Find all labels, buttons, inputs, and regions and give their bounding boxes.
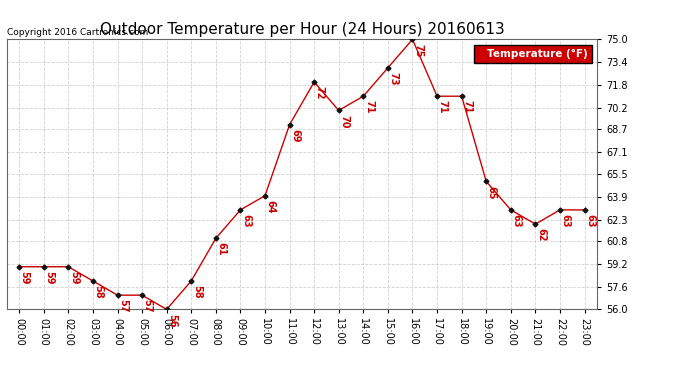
Text: 61: 61 bbox=[217, 243, 226, 256]
Title: Outdoor Temperature per Hour (24 Hours) 20160613: Outdoor Temperature per Hour (24 Hours) … bbox=[99, 22, 504, 37]
Text: 71: 71 bbox=[462, 100, 472, 114]
Text: 63: 63 bbox=[560, 214, 571, 228]
Text: 58: 58 bbox=[93, 285, 104, 299]
Legend: Temperature (°F): Temperature (°F) bbox=[474, 45, 591, 63]
Text: 57: 57 bbox=[143, 299, 152, 313]
Text: 75: 75 bbox=[413, 44, 423, 57]
Text: 57: 57 bbox=[118, 299, 128, 313]
Text: Copyright 2016 Cartronics.com: Copyright 2016 Cartronics.com bbox=[7, 28, 148, 37]
Text: 72: 72 bbox=[315, 86, 325, 100]
Text: 69: 69 bbox=[290, 129, 300, 142]
Text: 59: 59 bbox=[69, 271, 79, 284]
Text: 64: 64 bbox=[266, 200, 275, 213]
Text: 58: 58 bbox=[192, 285, 201, 299]
Text: 63: 63 bbox=[585, 214, 595, 228]
Text: 71: 71 bbox=[364, 100, 374, 114]
Text: 70: 70 bbox=[339, 115, 349, 128]
Text: 65: 65 bbox=[486, 186, 497, 199]
Text: 59: 59 bbox=[44, 271, 55, 284]
Text: 56: 56 bbox=[167, 314, 177, 327]
Text: 59: 59 bbox=[20, 271, 30, 284]
Text: 62: 62 bbox=[536, 228, 546, 242]
Text: 63: 63 bbox=[511, 214, 522, 228]
Text: 71: 71 bbox=[437, 100, 448, 114]
Text: 73: 73 bbox=[388, 72, 398, 86]
Text: 63: 63 bbox=[241, 214, 251, 228]
